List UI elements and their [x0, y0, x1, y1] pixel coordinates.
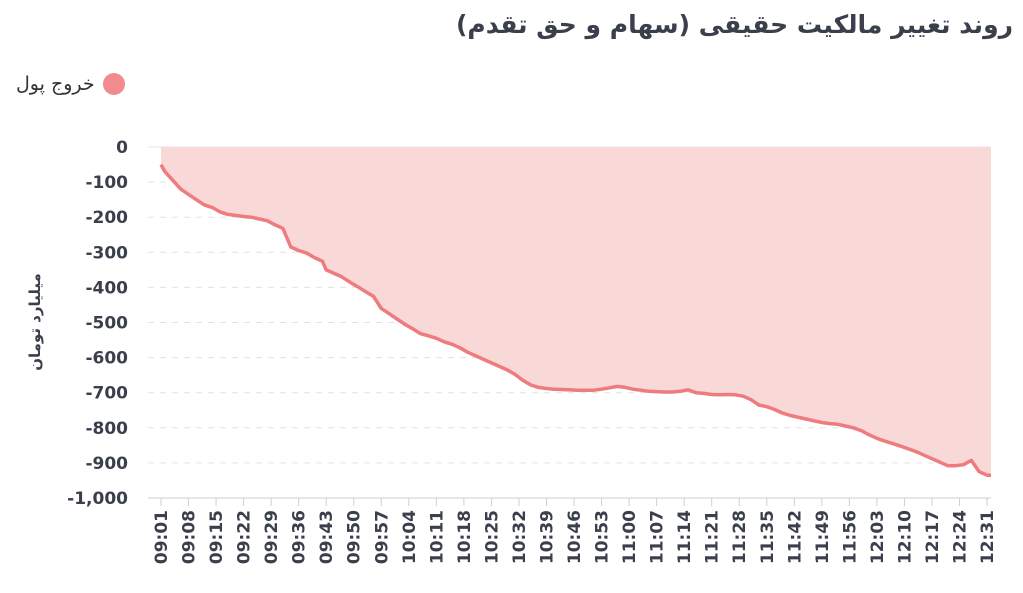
x-tick-label: 11:49: [813, 510, 833, 564]
y-axis-ticks: 0 -100 -200 -300 -400 -500 -600 -700 -800 -900 -1,…: [67, 138, 128, 509]
y-axis-label: میلیارد تومان: [26, 273, 44, 371]
x-tick-label: 09:22: [235, 510, 255, 564]
y-tick-label: -500: [85, 314, 128, 334]
y-tick-label: -700: [85, 384, 128, 404]
x-tick-label: 11:21: [703, 510, 723, 564]
series-line: [159, 163, 991, 477]
x-tick-label: 12:10: [895, 510, 915, 564]
x-tick-label: 09:15: [207, 510, 227, 564]
x-tick-label: 11:28: [730, 510, 750, 564]
x-tick-label: 09:50: [345, 510, 365, 564]
x-tick-label: 11:14: [675, 510, 695, 564]
y-tick-label: -800: [85, 419, 128, 439]
x-tick-label: 12:24: [951, 510, 971, 564]
chart-title: روند تغییر مالکیت حقیقی (سهام و حق تقدم): [456, 10, 1013, 39]
y-tick-label: -1,000: [67, 489, 128, 509]
area-layer: [159, 147, 991, 477]
x-tick-label: 11:42: [785, 510, 805, 564]
x-axis-ticks: 09:01 09:08 09:15 09:22 09:29 09:36 09:43 09:50…: [152, 498, 998, 564]
x-tick-label: 10:46: [565, 510, 585, 564]
x-tick-label: 12:31: [978, 510, 998, 564]
x-tick-label: 09:43: [317, 510, 337, 564]
legend-swatch: [102, 73, 125, 95]
x-tick-label: 10:25: [482, 510, 502, 564]
y-tick-label: -900: [85, 454, 128, 474]
x-tick-label: 10:11: [427, 510, 447, 564]
y-tick-label: -600: [85, 349, 128, 369]
x-tick-label: 10:32: [510, 510, 530, 564]
x-tick-label: 10:18: [455, 510, 475, 564]
legend[interactable]: خروج پول: [16, 73, 125, 95]
legend-label: خروج پول: [16, 73, 95, 95]
x-tick-label: 11:07: [648, 510, 668, 564]
x-tick-label: 11:56: [840, 510, 860, 564]
x-tick-label: 09:01: [152, 510, 172, 564]
x-tick-label: 10:53: [593, 510, 613, 564]
y-tick-label: -400: [85, 278, 128, 298]
y-tick-label: -200: [85, 208, 128, 228]
y-tick-label: -100: [85, 173, 128, 193]
x-tick-label: 12:17: [923, 510, 943, 564]
x-tick-label: 11:35: [758, 510, 778, 564]
series-area: [161, 147, 991, 476]
x-tick-label: 10:39: [537, 510, 557, 564]
x-tick-label: 11:00: [620, 510, 640, 564]
x-tick-label: 10:04: [400, 510, 420, 564]
x-tick-label: 09:08: [180, 510, 200, 564]
x-tick-label: 12:03: [868, 510, 888, 564]
y-tick-label: -300: [85, 243, 128, 263]
y-tick-label: 0: [116, 138, 128, 158]
x-tick-label: 09:29: [262, 510, 282, 564]
x-tick-label: 09:57: [372, 510, 392, 564]
x-tick-label: 09:36: [290, 510, 310, 564]
